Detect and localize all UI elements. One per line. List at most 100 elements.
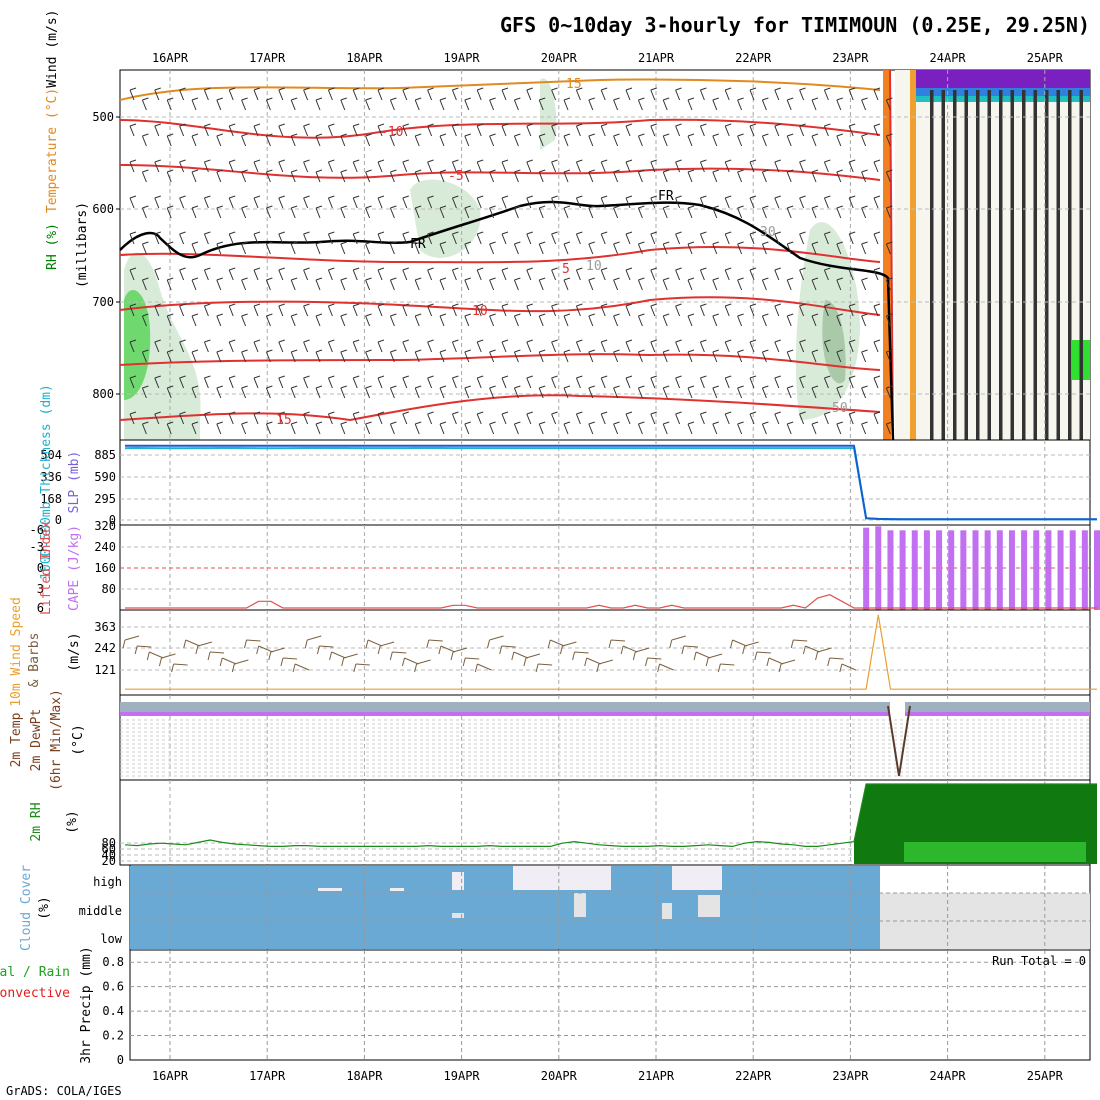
dewpt-band [120, 712, 890, 716]
wind10-barb [815, 647, 832, 661]
upper-barb [241, 349, 248, 363]
cape-tick-label: 160 [94, 561, 116, 575]
upper-barb [439, 313, 447, 327]
upper-barb [861, 349, 868, 363]
upper-barb [687, 277, 695, 291]
upper-barb [464, 385, 471, 399]
upper-barb [166, 169, 174, 183]
upper-barb [873, 303, 881, 317]
upper-barb [166, 205, 174, 219]
upper-barb [377, 339, 385, 353]
upper-barb [451, 87, 459, 101]
top-date-label: 21APR [638, 51, 675, 65]
upper-barb [575, 303, 583, 317]
upper-barb [228, 267, 236, 281]
upper-barb [662, 169, 670, 183]
upper-barb [315, 385, 323, 399]
upper-barb [303, 411, 310, 425]
upper-barb [439, 169, 447, 183]
upper-barb [216, 241, 223, 255]
upper-barb [563, 169, 571, 183]
upper-barb [414, 313, 422, 327]
cape-bar [1033, 530, 1040, 610]
upper-barb [799, 87, 806, 101]
upper-barb [241, 169, 248, 183]
label-rh-30: 30 [760, 225, 776, 240]
upper-barb [699, 375, 707, 389]
wind10-barb [353, 663, 370, 673]
upper-barb [464, 97, 471, 111]
lifted-index-line [125, 594, 1097, 609]
thickness-tick-label: 504 [40, 448, 62, 462]
upper-barb [737, 169, 744, 183]
upper-barb [265, 349, 273, 363]
upper-barb [402, 267, 409, 281]
rh-tick-label: 40 [102, 848, 116, 862]
upper-barb [203, 303, 211, 317]
contour-drop [889, 69, 894, 441]
upper-barb [303, 231, 310, 245]
upper-barb [129, 231, 137, 245]
upper-barb [476, 303, 484, 317]
upper-barb [650, 87, 657, 101]
orange-wall [883, 70, 891, 440]
upper-barb [836, 97, 843, 111]
upper-barb [675, 375, 682, 389]
upper-barb [427, 231, 434, 245]
dewpt-band-2 [905, 712, 1090, 716]
upper-barb [799, 375, 806, 389]
cape-bar [936, 530, 943, 610]
upper-barb [290, 133, 298, 147]
wind10-barb [195, 641, 213, 655]
upper-barb [675, 339, 682, 353]
cloud-level-high: high [93, 875, 122, 889]
upper-barb [774, 267, 781, 281]
upper-barb [501, 267, 509, 281]
upper-barb [365, 277, 372, 291]
upper-y-axis: 500 600 700 800 [92, 110, 120, 401]
upper-barb [439, 133, 447, 147]
cape-bar [899, 530, 906, 610]
upper-barb [687, 205, 695, 219]
cloud-gap-2 [672, 866, 722, 890]
label-rh-50: 50 [832, 401, 848, 416]
wind10-barb [766, 657, 784, 667]
upper-barb [154, 267, 161, 281]
wind10-barb [632, 647, 650, 661]
upper-barb [253, 87, 261, 101]
upper-barb [228, 159, 236, 173]
upper-barb [402, 159, 409, 173]
upper-barb [216, 205, 223, 219]
temp-band-2 [905, 702, 1090, 712]
upper-barb [699, 411, 707, 425]
upper-barb [786, 133, 794, 147]
bottom-date-label: 18APR [346, 1069, 383, 1083]
wind-tick-label: 363 [94, 620, 116, 634]
upper-barb [588, 241, 595, 255]
upper-barb [439, 385, 447, 399]
upper-barb [513, 205, 521, 219]
upper-barb [823, 303, 831, 317]
label-10: 10 [472, 304, 488, 319]
upper-barb [265, 421, 273, 435]
upper-barb [563, 313, 571, 327]
wind-tick-label: 121 [94, 663, 116, 677]
upper-barb [811, 133, 819, 147]
upper-barb [489, 385, 496, 399]
upper-barb [141, 277, 149, 291]
ylabel-slp: SLP (mb) [67, 451, 82, 514]
upper-barb [650, 195, 657, 209]
upper-barb [179, 159, 186, 173]
label-minus10: -10 [380, 125, 403, 140]
upper-barb [637, 205, 645, 219]
precip-tick-label: 0 [117, 1053, 124, 1067]
wind10-y-axis: 363 242 121 [94, 620, 116, 677]
wind10-barb [547, 639, 565, 649]
upper-barb [848, 195, 856, 209]
upper-barb [290, 241, 298, 255]
upper-barb [427, 375, 434, 389]
wind10-panel: 363 242 121 10m Wind Speed & Barbs (m/s) [9, 597, 1097, 707]
upper-barb [253, 159, 261, 173]
upper-barb [439, 277, 447, 291]
upper-ytick-label: 500 [92, 110, 114, 124]
